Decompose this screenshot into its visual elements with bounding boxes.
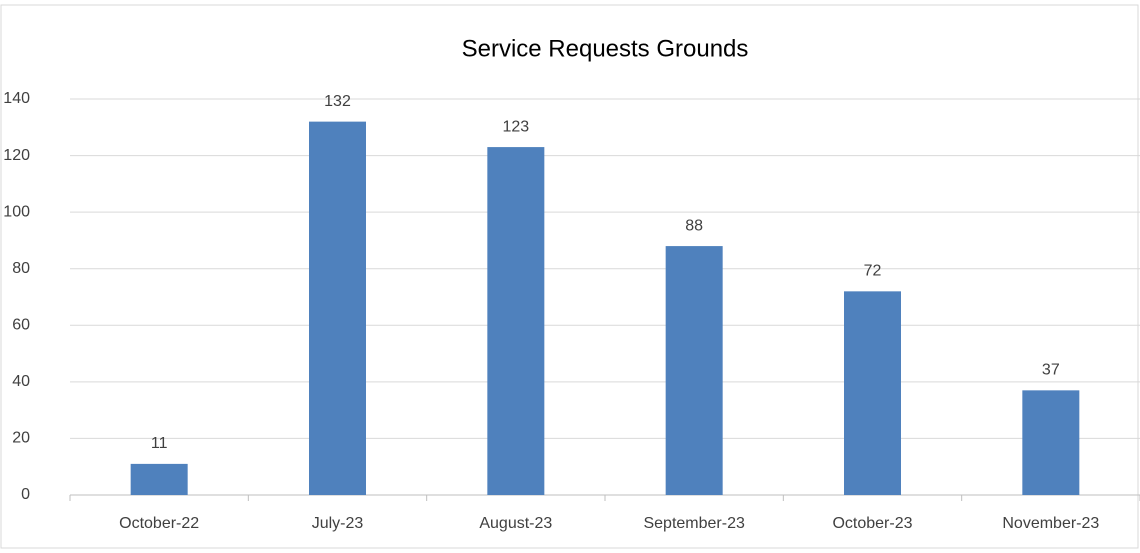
bar [665,246,723,495]
y-tick-label: 40 [12,373,30,390]
x-tick-label: July-23 [312,515,364,532]
bar [309,121,366,495]
x-tick-label: November-23 [1002,515,1099,532]
bar [844,291,901,495]
x-tick-label: August-23 [479,515,552,532]
data-label: 88 [685,217,703,234]
data-label: 123 [502,118,529,135]
x-tick-label: October-22 [119,515,199,532]
bar [1022,390,1080,495]
y-tick-label: 140 [3,90,30,107]
data-label: 72 [864,263,882,280]
y-tick-label: 0 [21,486,30,503]
bar [487,147,545,496]
chart-title: Service Requests Grounds [462,35,749,62]
data-label: 132 [324,93,351,110]
data-label: 11 [151,435,168,452]
y-tick-label: 100 [3,203,30,220]
data-label: 37 [1042,362,1060,379]
chart-border [0,4,1139,549]
bar [130,463,188,495]
y-tick-label: 80 [12,260,30,277]
y-tick-label: 120 [3,147,30,164]
y-tick-label: 60 [12,317,30,334]
x-tick-label: October-23 [832,515,912,532]
x-tick-label: September-23 [643,515,744,532]
y-tick-label: 20 [12,430,30,447]
